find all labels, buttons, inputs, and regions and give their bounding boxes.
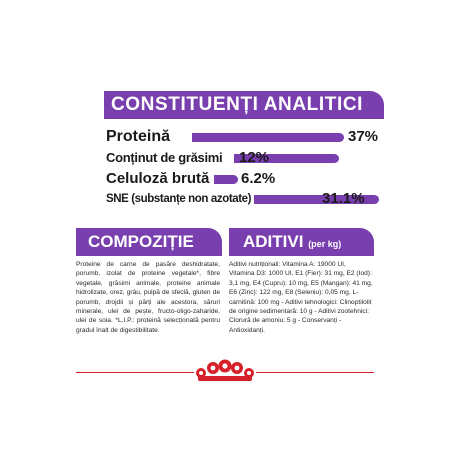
additives-title-suffix: (per kg) <box>308 239 342 249</box>
analytics-row-fibre: Celuloză brută 6.2% <box>104 169 386 189</box>
composition-text: Proteine de carne de pasăre deshidratate… <box>76 261 220 334</box>
additives-text: Aditivi nutriționali: Vitamina A: 19000 … <box>229 261 373 334</box>
analytics-value: 6.2% <box>241 170 276 187</box>
analytics-bar <box>192 133 344 142</box>
analytics-bar <box>214 175 238 184</box>
analytics-label: Proteină <box>106 128 171 145</box>
logo-divider-right <box>256 372 374 373</box>
additives-title-text: ADITIVI <box>243 232 304 251</box>
analytics-bar <box>254 195 379 204</box>
analytics-label: Conținut de grăsimi <box>106 150 223 165</box>
analytics-row-fat: Conținut de grăsimi 12% <box>104 148 386 168</box>
composition-title-text: COMPOZIȚIE <box>88 232 194 251</box>
composition-title: COMPOZIȚIE <box>76 228 222 256</box>
additives-title: ADITIVI (per kg) <box>229 228 374 256</box>
analytics-value: 31.1% <box>322 190 365 207</box>
analytics-header: CONSTITUENȚI ANALITICI <box>104 91 384 119</box>
analytics-row-nfe: SNE (substanțe non azotate) 31.1% <box>104 189 386 209</box>
analytics-label: Celuloză brută <box>106 170 210 187</box>
analytics-label: SNE (substanțe non azotate) <box>106 193 252 205</box>
analytics-row-protein: Proteină 37% <box>104 127 386 147</box>
logo-divider-left <box>76 372 194 373</box>
analytics-value: 37% <box>348 128 379 145</box>
analytics-bar <box>234 154 339 163</box>
analytics-value: 12% <box>239 149 270 166</box>
royal-canin-crown-icon <box>196 359 254 381</box>
